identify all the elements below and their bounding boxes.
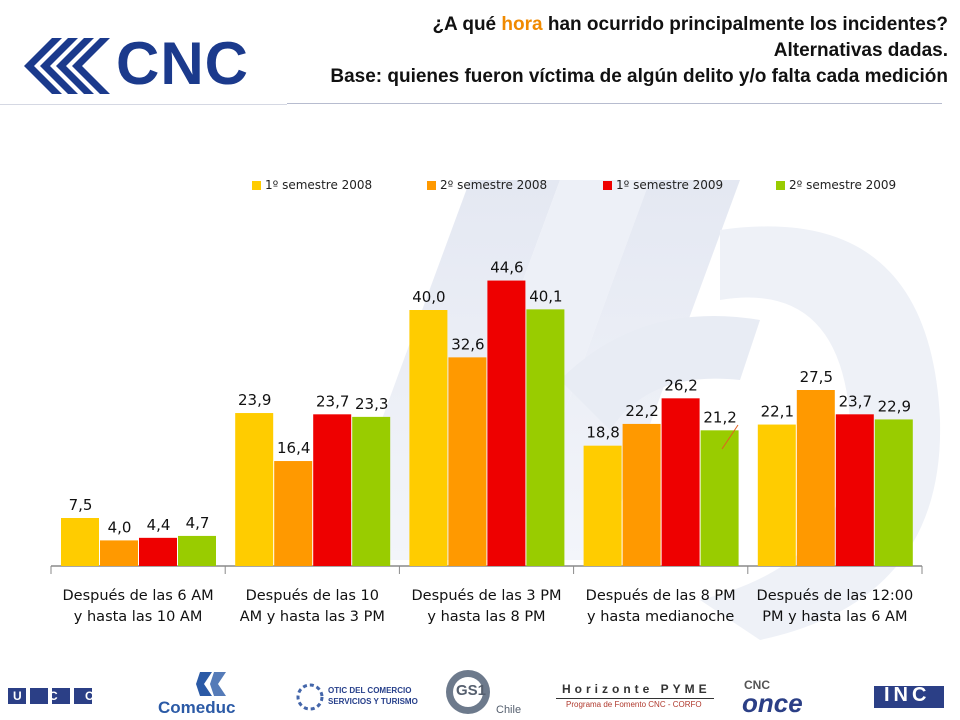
category-label-3-1: Después de las 3 PM [411,588,561,604]
header-divider [287,103,942,104]
legend-swatch-s1 [252,180,261,190]
category-label-1-1: Después de las 6 AM [62,588,213,604]
bar-4-5 [874,419,913,566]
bar-1-3 [409,310,448,566]
bar-2-5 [796,390,835,566]
bar-3-5 [835,414,874,566]
title-highlight: hora [501,14,543,35]
bar-4-2 [352,416,391,566]
bar-2-4 [622,423,661,566]
slide-title: ¿A qué hora han ocurrido principalmente … [330,12,948,90]
ucco-logo [8,688,92,704]
data-label-1-3: 40,0 [412,288,445,306]
legend-label-s1: 1º semestre 2008 [265,178,373,192]
category-label-2-1: Después de las 10 [246,588,379,604]
legend-item-s1: 1º semestre 2008 [252,178,372,192]
horizonte-sub: Programa de Fomento CNC - CORFO [566,700,702,709]
once-text: once [742,688,803,718]
logo-text: CNC [116,30,249,97]
horizonte-title: Horizonte PYME [562,682,711,696]
inc-logo [874,686,944,708]
data-label-1-1: 7,5 [69,496,93,514]
gs1-text: GS1 [456,682,487,699]
gs1-country: Chile [496,704,522,716]
bar-3-3 [487,280,526,566]
otic-icon [296,683,324,711]
bar-4-4 [700,430,739,566]
data-label-3-4: 26,2 [664,376,697,394]
otic-line-2: SERVICIOS Y TURISMO [328,697,418,706]
cnc-small-text: CNC [744,678,770,692]
data-label-4-2: 23,3 [355,395,388,413]
otic-line-1: OTIC DEL COMERCIO [328,686,412,695]
cnc-stripes-logo-icon [24,38,110,94]
title-line-1: ¿A qué hora han ocurrido principalmente … [330,12,948,38]
category-label-4-2: y hasta medianoche [587,609,734,625]
legend-item-s3: 1º semestre 2009 [603,178,723,192]
bar-2-1 [100,540,138,566]
data-label-3-5: 23,7 [839,392,872,410]
bar-2-3 [448,357,487,566]
data-label-4-3: 40,1 [529,287,562,305]
data-label-3-3: 44,6 [490,259,523,277]
legend-item-s4: 2º semestre 2009 [776,178,896,192]
bar-1-2 [235,413,274,566]
data-label-1-5: 22,1 [761,403,794,421]
legend-swatch-s2 [427,180,436,190]
category-label-3-2: y hasta las 8 PM [427,609,545,625]
data-label-2-1: 4,0 [108,518,132,536]
title-line-3: Base: quienes fueron víctima de algún de… [330,66,948,87]
bar-3-2 [313,414,352,566]
label-leader-line [721,424,739,450]
bar-2-2 [274,461,313,566]
bar-1-5 [757,424,796,566]
category-label-5-2: PM y hasta las 6 AM [762,609,907,625]
legend-item-s2: 2º semestre 2008 [427,178,547,192]
data-label-4-1: 4,7 [186,514,210,532]
category-label-4-1: Después de las 8 PM [586,588,736,604]
legend-label-s3: 1º semestre 2009 [616,178,724,192]
data-label-1-4: 18,8 [586,424,619,442]
header-divider-left [0,104,287,105]
bar-4-1 [178,535,216,566]
category-label-5-1: Después de las 12:00 [757,588,914,604]
data-label-3-1: 4,4 [147,516,171,534]
data-label-1-2: 23,9 [238,391,271,409]
comeduc-icon [196,672,226,696]
data-label-2-3: 32,6 [451,335,484,353]
bar-4-3 [526,309,565,566]
data-label-2-2: 16,4 [277,439,310,457]
data-label-3-2: 23,7 [316,392,349,410]
data-label-2-5: 27,5 [800,368,833,386]
bar-3-1 [139,537,177,566]
inc-text: INC [884,684,931,706]
bar-3-4 [661,398,700,566]
category-label-1-2: y hasta las 10 AM [74,609,203,625]
legend-swatch-s4 [776,180,785,190]
horizonte-rule [556,698,714,699]
title-part-2: han ocurrido principalmente los incident… [542,14,948,35]
data-label-2-4: 22,2 [625,402,658,420]
comeduc-text: Comeduc [158,698,236,717]
bar-1-1 [61,518,99,566]
bar-1-4 [583,445,622,566]
ucco-text: U C C O [13,689,143,703]
data-label-4-5: 22,9 [878,397,911,415]
legend-label-s2: 2º semestre 2008 [440,178,548,192]
cnc-logo: CNC [24,30,264,97]
data-label-4-4: 21,2 [703,408,736,426]
chart-legend: 1º semestre 2008 2º semestre 2008 1º sem… [0,178,960,198]
legend-label-s4: 2º semestre 2009 [789,178,897,192]
category-label-2-2: AM y hasta las 3 PM [240,609,385,625]
gs1-icon [446,670,490,714]
legend-swatch-s3 [603,180,612,190]
footer-logos: U C C O Comeduc OTIC DEL COMERCIO SERVIC… [0,664,960,720]
title-line-2: Alternativas dadas. [773,40,948,61]
title-part-1: ¿A qué [432,14,502,35]
